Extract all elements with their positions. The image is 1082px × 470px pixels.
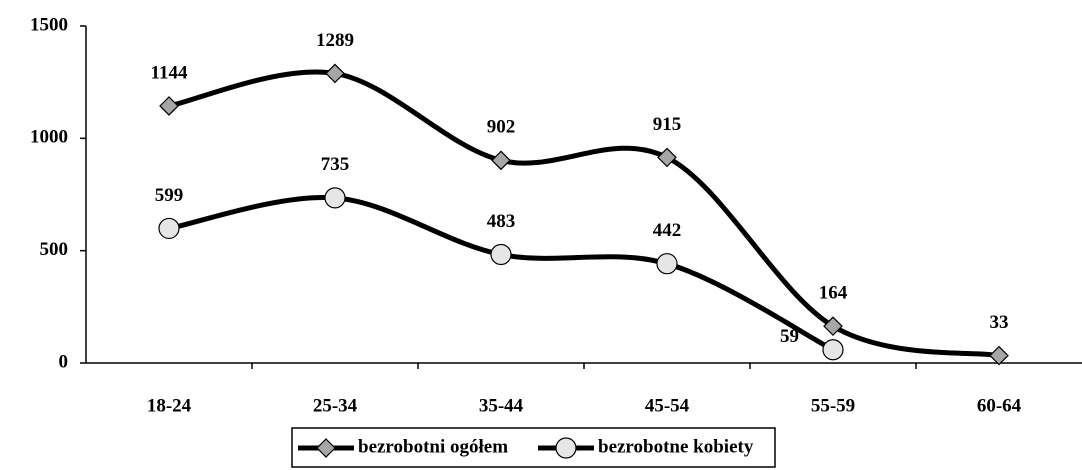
legend-marker	[316, 438, 336, 458]
y-tick-label: 500	[40, 239, 69, 260]
series-line	[168, 69, 1000, 359]
legend-marker	[555, 437, 577, 459]
data-point	[491, 150, 511, 171]
data-label: 59	[780, 326, 799, 347]
data-point	[324, 187, 346, 209]
legend-label: bezrobotne kobiety	[598, 436, 754, 457]
x-tick-label: 60-64	[977, 395, 1022, 416]
data-point	[158, 217, 180, 240]
y-tick-label: 1500	[30, 14, 68, 35]
data-label: 442	[653, 220, 682, 241]
legend-box	[291, 427, 776, 468]
data-point	[159, 96, 179, 116]
data-label: 483	[487, 211, 516, 232]
data-label: 915	[653, 114, 682, 135]
data-label: 902	[487, 117, 516, 138]
data-label: 735	[321, 154, 350, 175]
data-point	[490, 243, 512, 266]
legend-label: bezrobotni ogółem	[358, 436, 508, 457]
data-point	[656, 253, 678, 275]
data-point	[325, 63, 345, 84]
x-tick-label: 55-59	[811, 395, 855, 416]
data-label: 164	[819, 283, 848, 304]
data-point	[822, 339, 844, 361]
data-label: 599	[155, 185, 184, 206]
x-tick-label: 18-24	[147, 395, 192, 416]
y-tick-label: 0	[59, 351, 69, 372]
y-tick-label: 1000	[30, 127, 68, 148]
data-label: 33	[990, 312, 1009, 333]
data-label: 1144	[151, 62, 188, 83]
data-point	[657, 147, 677, 168]
data-label: 1289	[316, 30, 354, 51]
data-point	[823, 316, 843, 337]
x-tick-label: 45-54	[645, 395, 690, 416]
x-tick-label: 35-44	[479, 395, 524, 416]
data-point	[989, 345, 1009, 366]
x-tick-label: 25-34	[313, 395, 358, 416]
